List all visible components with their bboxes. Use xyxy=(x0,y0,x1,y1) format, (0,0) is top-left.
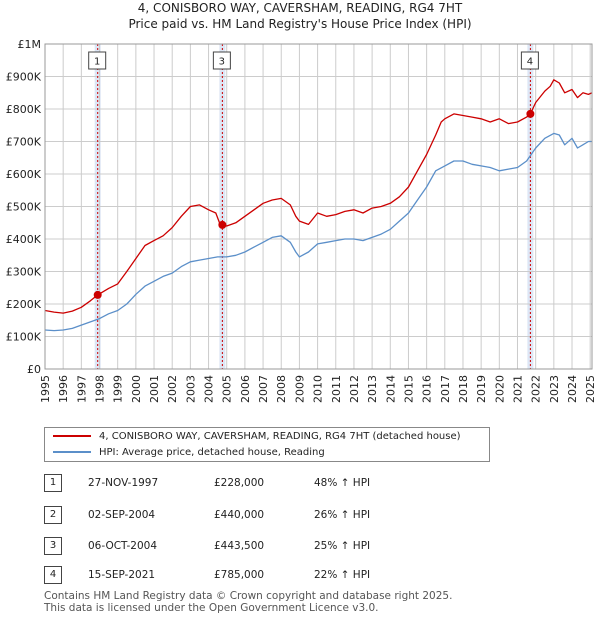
price-chart: £0 £100K £200K £300K £400K £500K £600K £700K £80… xyxy=(6,38,597,403)
x-tick-label: 1997 xyxy=(75,375,88,403)
footer-licence: This data is licensed under the Open Gov… xyxy=(44,602,379,614)
transaction-date: 02-SEP-2004 xyxy=(88,509,156,521)
x-tick-label: 1999 xyxy=(112,375,125,403)
x-tick-label: 2024 xyxy=(566,375,579,403)
plot-border xyxy=(44,43,593,370)
y-tick-label: £700K xyxy=(6,136,42,149)
marker-number: 3 xyxy=(219,57,225,68)
x-tick-label: 2017 xyxy=(439,375,452,403)
y-tick-label: £0 xyxy=(27,363,41,376)
x-tick-label: 2006 xyxy=(239,375,252,403)
transaction-price: £785,000 xyxy=(214,569,265,581)
x-tick-label: 2019 xyxy=(475,375,488,403)
x-tick-label: 2013 xyxy=(366,375,379,403)
y-tick-label: £400K xyxy=(6,233,42,246)
sale-point xyxy=(218,220,227,229)
chart-title: 4, CONISBORO WAY, CAVERSHAM, READING, RG… xyxy=(137,1,463,15)
x-tick-label: 2016 xyxy=(421,375,434,403)
chart-legend: 4, CONISBORO WAY, CAVERSHAM, READING, RG… xyxy=(44,427,490,462)
x-tick-label: 2009 xyxy=(293,375,306,403)
transaction-number: 1 xyxy=(44,474,62,492)
x-tick-label: 2015 xyxy=(402,375,415,403)
x-tick-label: 1996 xyxy=(57,375,70,403)
hpi-line xyxy=(44,132,592,332)
legend-entry-hpi: HPI: Average price, detached house, Read… xyxy=(53,445,325,461)
x-tick-label: 2018 xyxy=(457,375,470,403)
x-tick-label: 2007 xyxy=(257,375,270,403)
marker-number: 1 xyxy=(94,57,100,68)
sale-point xyxy=(93,290,102,299)
x-tick-label: 2012 xyxy=(348,375,361,403)
x-tick-label: 1998 xyxy=(94,375,107,403)
x-tick-label: 2003 xyxy=(184,375,197,403)
x-tick-label: 2004 xyxy=(203,375,216,403)
legend-entry-property: 4, CONISBORO WAY, CAVERSHAM, READING, RG… xyxy=(53,429,461,445)
marker-box xyxy=(520,51,539,70)
x-tick-label: 2023 xyxy=(548,375,561,403)
x-tick-label: 2022 xyxy=(530,375,543,403)
transaction-number: 2 xyxy=(44,506,62,524)
transaction-price: £440,000 xyxy=(214,509,265,521)
transaction-number: 4 xyxy=(44,566,62,584)
y-tick-label: £100K xyxy=(6,331,42,344)
x-tick-label: 2008 xyxy=(275,375,288,403)
legend-label-property: 4, CONISBORO WAY, CAVERSHAM, READING, RG… xyxy=(99,431,461,442)
x-tick-label: 2002 xyxy=(166,375,179,403)
x-tick-label: 2014 xyxy=(384,375,397,403)
transaction-hpi: 48% ↑ HPI xyxy=(314,477,371,489)
x-tick-label: 2005 xyxy=(221,375,234,403)
transaction-date: 15-SEP-2021 xyxy=(88,569,156,581)
x-tick-label: 2000 xyxy=(130,375,143,403)
y-tick-label: £300K xyxy=(6,266,42,279)
marker-box xyxy=(212,51,231,70)
transaction-price: £443,500 xyxy=(214,540,265,552)
y-tick-label: £200K xyxy=(6,298,42,311)
transaction-hpi: 25% ↑ HPI xyxy=(314,540,371,552)
transaction-hpi: 26% ↑ HPI xyxy=(314,509,371,521)
y-tick-label: £900K xyxy=(6,71,42,84)
x-tick-label: 2010 xyxy=(312,375,325,403)
legend-label-hpi: HPI: Average price, detached house, Read… xyxy=(99,447,325,458)
marker-box xyxy=(88,51,107,70)
x-tick-label: 2020 xyxy=(493,375,506,403)
legend-line-property xyxy=(53,435,91,437)
x-tick-label: 1995 xyxy=(39,375,52,403)
y-tick-label: £800K xyxy=(6,103,42,116)
x-tick-label: 2001 xyxy=(148,375,161,403)
chart-subtitle: Price paid vs. HM Land Registry's House … xyxy=(128,17,472,31)
legend-line-hpi xyxy=(53,451,91,453)
y-tick-label: £600K xyxy=(6,168,42,181)
transaction-date: 27-NOV-1997 xyxy=(88,477,159,489)
x-tick-label: 2021 xyxy=(511,375,524,403)
transaction-price: £228,000 xyxy=(214,477,265,489)
sale-point xyxy=(526,109,535,118)
transaction-date: 06-OCT-2004 xyxy=(88,540,157,552)
y-tick-label: £500K xyxy=(6,201,42,214)
footer-copyright: Contains HM Land Registry data © Crown c… xyxy=(44,590,453,602)
marker-number: 4 xyxy=(527,57,533,68)
x-tick-label: 2011 xyxy=(330,375,343,403)
x-tick-label: 2025 xyxy=(584,375,597,403)
y-tick-label: £1M xyxy=(18,38,42,51)
transaction-number: 3 xyxy=(44,537,62,555)
transaction-hpi: 22% ↑ HPI xyxy=(314,569,371,581)
